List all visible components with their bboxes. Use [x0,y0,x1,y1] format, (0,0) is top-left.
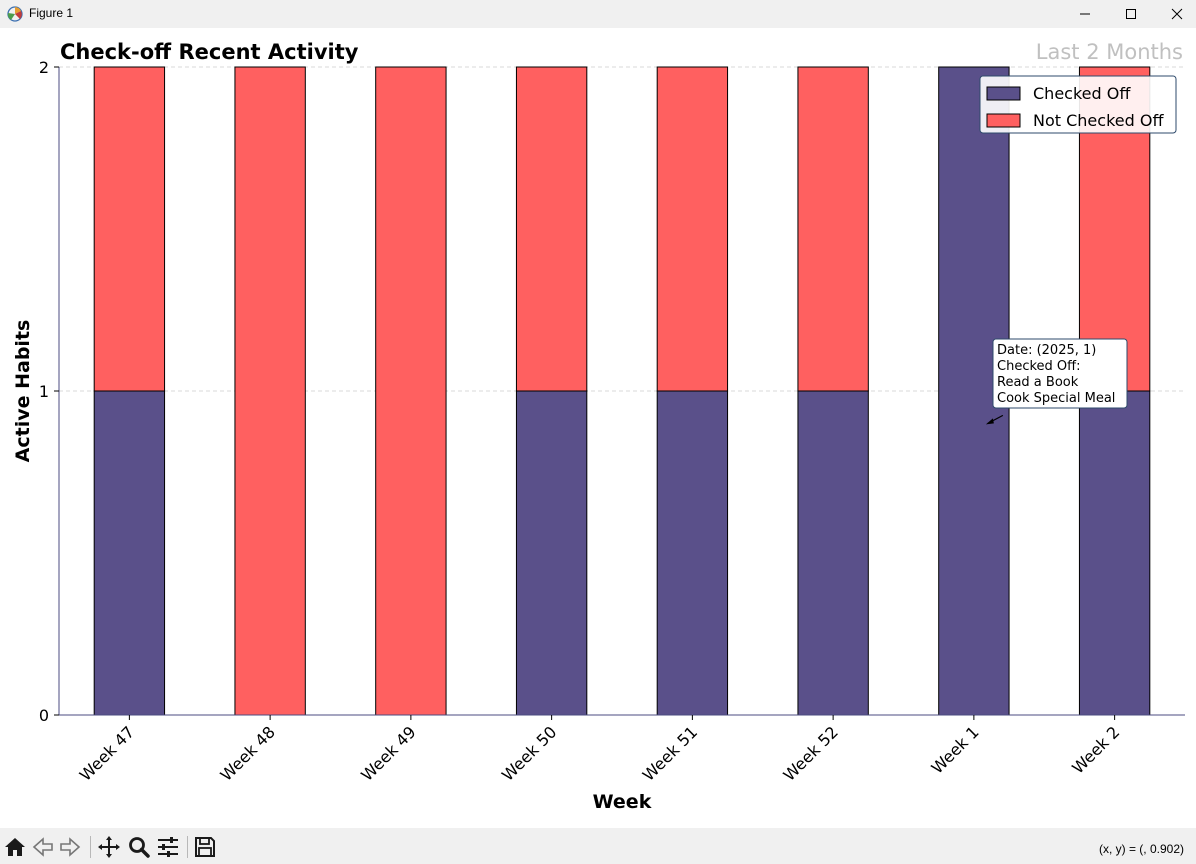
bar-not-checked-off [798,67,868,391]
legend-swatch [987,87,1020,100]
window-title: Figure 1 [29,6,73,20]
bar-not-checked-off [376,67,446,715]
toolbar-separator [90,836,91,858]
chart-subtitle: Last 2 Months [1036,40,1183,64]
x-tick-label: Week 48 [217,722,279,784]
forward-button[interactable] [57,834,83,860]
y-tick-label: 2 [39,58,49,77]
bar-checked-off [1079,391,1149,715]
pan-button[interactable] [96,834,122,860]
bar-checked-off [657,391,727,715]
save-button[interactable] [192,834,218,860]
x-tick-label: Week 49 [357,722,419,784]
bar-checked-off [516,391,586,715]
maximize-icon [1125,8,1137,20]
toolbar-separator [187,836,188,858]
x-tick-label: Week 47 [76,722,138,784]
bar-not-checked-off [94,67,164,391]
annotation-text-line: Cook Special Meal [997,391,1115,406]
annotation-text-line: Read a Book [997,375,1079,390]
x-tick-label: Week 52 [780,722,842,784]
bar-not-checked-off [235,67,305,715]
minimize-icon [1079,8,1091,20]
x-tick-label: Week 1 [927,722,982,777]
close-button[interactable] [1154,0,1196,28]
bar-not-checked-off [516,67,586,391]
pan-icon [97,835,121,859]
home-icon [3,835,27,859]
minimize-button[interactable] [1062,0,1108,28]
bar-not-checked-off [657,67,727,391]
x-axis-label: Week [593,791,652,813]
save-icon [193,835,217,859]
forward-icon [58,835,82,859]
navigation-toolbar: (x, y) = (, 0.902) [0,828,1196,864]
legend-swatch [987,114,1020,127]
x-tick-label: Week 50 [498,722,560,784]
x-tick-label: Week 51 [639,722,701,784]
legend-entry-label: Checked Off [1033,84,1131,103]
configure-subplots-icon [156,835,180,859]
y-axis-label: Active Habits [12,320,34,463]
maximize-button[interactable] [1108,0,1154,28]
zoom-button[interactable] [126,834,152,860]
x-tick-label: Week 2 [1068,722,1123,777]
window-titlebar: Figure 1 [0,0,1196,28]
annotation-text-line: Date: (2025, 1) [997,343,1096,358]
back-icon [31,835,55,859]
annotation-text-line: Checked Off: [997,359,1080,374]
y-tick-label: 1 [39,382,49,401]
chart: 0 1 2 Week 47 Week 48 Week 49 Week 50 Week 51 We… [0,28,1196,828]
back-button[interactable] [30,834,56,860]
close-icon [1171,8,1183,20]
figure-canvas[interactable]: 0 1 2 Week 47 Week 48 Week 49 Week 50 Week 51 We… [0,28,1196,828]
bar-checked-off [94,391,164,715]
axes: 0 1 2 Week 47 Week 48 Week 49 Week 50 Week 51 We… [39,58,1185,785]
bar-checked-off [798,391,868,715]
legend-entry-label: Not Checked Off [1033,111,1164,130]
y-tick-label: 0 [39,706,49,725]
coordinate-readout: (x, y) = (, 0.902) [1099,842,1184,856]
matplotlib-figure-icon [5,4,25,24]
legend: Checked Off Not Checked Off [980,76,1176,133]
home-button[interactable] [2,834,28,860]
configure-subplots-button[interactable] [155,834,181,860]
zoom-icon [127,835,151,859]
chart-title: Check-off Recent Activity [60,40,359,64]
